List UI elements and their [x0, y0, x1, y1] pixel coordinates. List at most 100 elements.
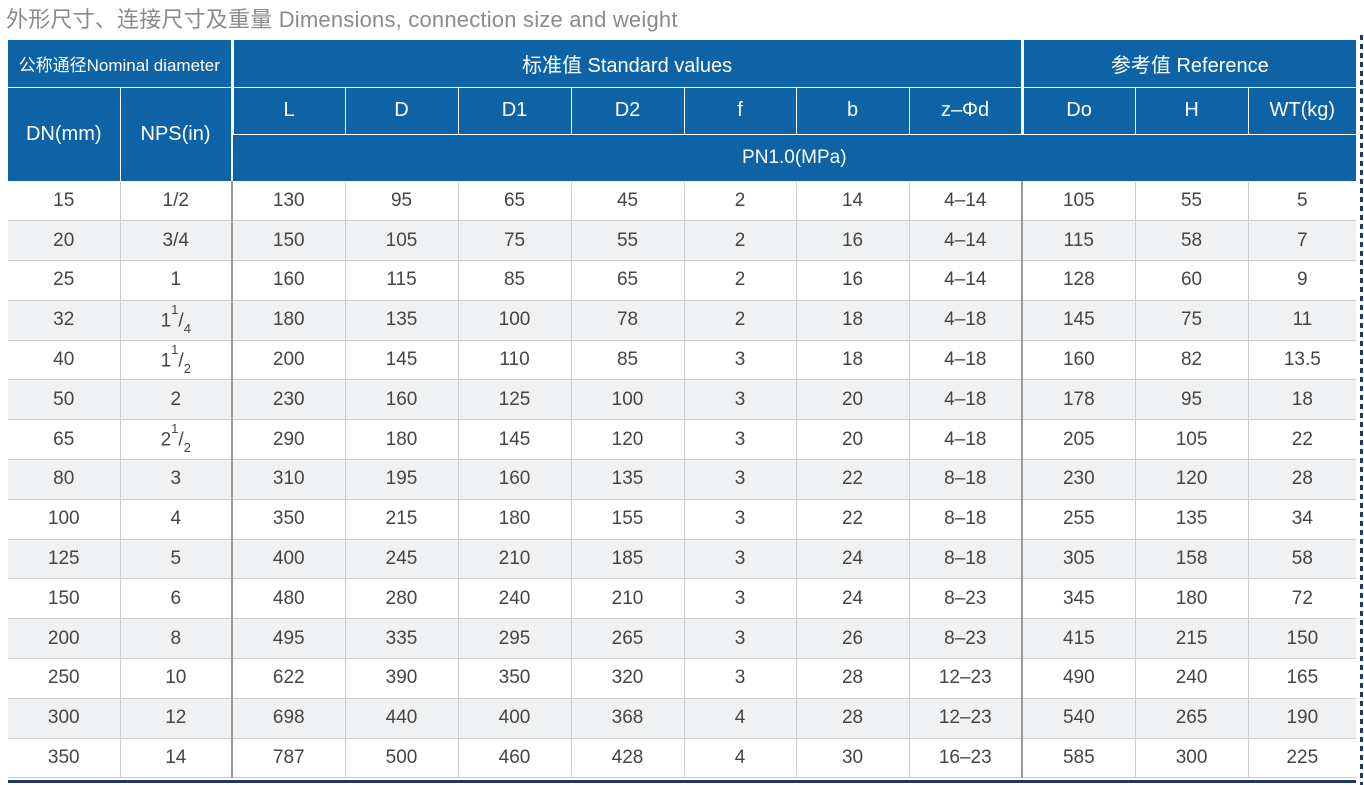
table-cell: 415	[1022, 618, 1136, 660]
table-cell: 6	[120, 578, 234, 620]
table-cell: 65	[458, 181, 572, 222]
column-header-l: L	[230, 86, 346, 135]
table-cell: 5	[1248, 181, 1357, 222]
table-row: 300 12 698 440 400 368 4 28 12–23 540 265 190	[8, 698, 1357, 739]
table-cell: 3	[684, 419, 797, 461]
table-cell: 210	[571, 578, 685, 620]
table-cell: 21/2	[120, 419, 234, 461]
table-cell: 8–23	[909, 578, 1024, 620]
pressure-band-row: PN1.0(MPa)	[8, 133, 1357, 182]
table-cell: 15	[8, 181, 121, 222]
table-cell: 200	[8, 618, 121, 660]
table-row: 15 1/2 130 95 65 45 2 14 4–14 105 55 5	[8, 181, 1357, 222]
table-cell: 8–18	[909, 499, 1024, 540]
table-cell: 4–14	[909, 220, 1024, 262]
table-cell: 2	[684, 260, 797, 301]
table-cell: 8–18	[909, 539, 1024, 580]
table-cell: 58	[1248, 539, 1357, 580]
table-row: 250 10 622 390 350 320 3 28 12–23 490 240 165	[8, 658, 1357, 699]
table-row: 32 11/4 180 135 100 78 2 18 4–18 145 75 11	[8, 300, 1357, 341]
table-cell: 128	[1022, 260, 1136, 301]
table-cell: 310	[232, 459, 346, 500]
table-cell: 14	[796, 181, 910, 222]
table-cell: 82	[1135, 340, 1249, 381]
table-cell: 105	[1022, 181, 1136, 222]
table-cell: 40	[8, 340, 121, 381]
table-cell: 55	[571, 220, 685, 262]
table-cell: 135	[345, 300, 459, 341]
table-cell: 11/4	[120, 300, 234, 341]
table-cell: 24	[796, 578, 910, 620]
table-cell: 787	[232, 738, 346, 779]
table-cell: 158	[1135, 539, 1249, 580]
table-cell: 120	[1135, 459, 1249, 500]
table-cell: 9	[1248, 260, 1357, 301]
table-cell: 490	[1022, 658, 1136, 699]
pressure-band: PN1.0(MPa)	[232, 133, 1357, 182]
table-cell: 16–23	[909, 738, 1024, 779]
table-cell: 50	[8, 379, 121, 421]
table-cell: 18	[1248, 379, 1357, 421]
table-cell: 180	[458, 499, 572, 540]
table-cell: 130	[232, 181, 346, 222]
table-cell: 78	[571, 300, 685, 341]
column-header-f: f	[683, 86, 797, 135]
table-cell: 14	[120, 738, 234, 779]
table-cell: 2	[684, 300, 797, 341]
table-cell: 400	[458, 698, 572, 739]
column-header-wt: WT(kg)	[1247, 86, 1357, 135]
table-cell: 460	[458, 738, 572, 779]
table-cell: 345	[1022, 578, 1136, 620]
table-cell: 105	[1135, 419, 1249, 461]
table-cell: 300	[1135, 738, 1249, 779]
table-cell: 3/4	[120, 220, 234, 262]
table-cell: 480	[232, 578, 346, 620]
table-cell: 20	[796, 379, 910, 421]
table-cell: 185	[571, 539, 685, 580]
table-cell: 210	[458, 539, 572, 580]
table-cell: 145	[1022, 300, 1136, 341]
table-cell: 10	[120, 658, 234, 699]
table-cell: 12–23	[909, 698, 1024, 739]
table-body: 15 1/2 130 95 65 45 2 14 4–14 105 55 5 20 3/4 150 105 75…	[8, 181, 1357, 779]
table-cell: 180	[1135, 578, 1249, 620]
table-cell: 60	[1135, 260, 1249, 301]
table-cell: 12–23	[909, 658, 1024, 699]
table-cell: 350	[232, 499, 346, 540]
dimensions-table: 公称通径Nominal diameter 标准值 Standard values…	[8, 40, 1357, 779]
table-cell: 135	[1135, 499, 1249, 540]
table-cell: 180	[345, 419, 459, 461]
table-cell: 58	[1135, 220, 1249, 262]
dimensions-table-wrap: 公称通径Nominal diameter 标准值 Standard values…	[8, 40, 1357, 779]
table-cell: 18	[796, 300, 910, 341]
table-row: 65 21/2 290 180 145 120 3 20 4–18 205 105 22	[8, 419, 1357, 461]
table-cell: 215	[345, 499, 459, 540]
table-cell: 28	[1248, 459, 1357, 500]
column-header-h: H	[1134, 86, 1249, 135]
table-cell: 20	[796, 419, 910, 461]
table-row: 50 2 230 160 125 100 3 20 4–18 178 95 18	[8, 379, 1357, 421]
column-header-d1: D1	[457, 86, 572, 135]
table-cell: 225	[1248, 738, 1357, 779]
table-cell: 65	[571, 260, 685, 301]
column-header-do: Do	[1020, 86, 1136, 135]
table-cell: 240	[458, 578, 572, 620]
table-cell: 11/2	[120, 340, 234, 381]
table-cell: 75	[458, 220, 572, 262]
table-cell: 80	[8, 459, 121, 500]
table-cell: 75	[1135, 300, 1249, 341]
page-title: 外形尺寸、连接尺寸及重量 Dimensions, connection size…	[6, 7, 678, 32]
table-cell: 440	[345, 698, 459, 739]
table-cell: 3	[684, 539, 797, 580]
table-cell: 145	[345, 340, 459, 381]
table-cell: 120	[571, 419, 685, 461]
table-cell: 16	[796, 260, 910, 301]
table-cell: 265	[1135, 698, 1249, 739]
table-cell: 5	[120, 539, 234, 580]
column-header-d: D	[344, 86, 459, 135]
table-cell: 30	[796, 738, 910, 779]
table-cell: 3	[684, 618, 797, 660]
table-cell: 72	[1248, 578, 1357, 620]
table-cell: 26	[796, 618, 910, 660]
table-cell: 195	[345, 459, 459, 500]
